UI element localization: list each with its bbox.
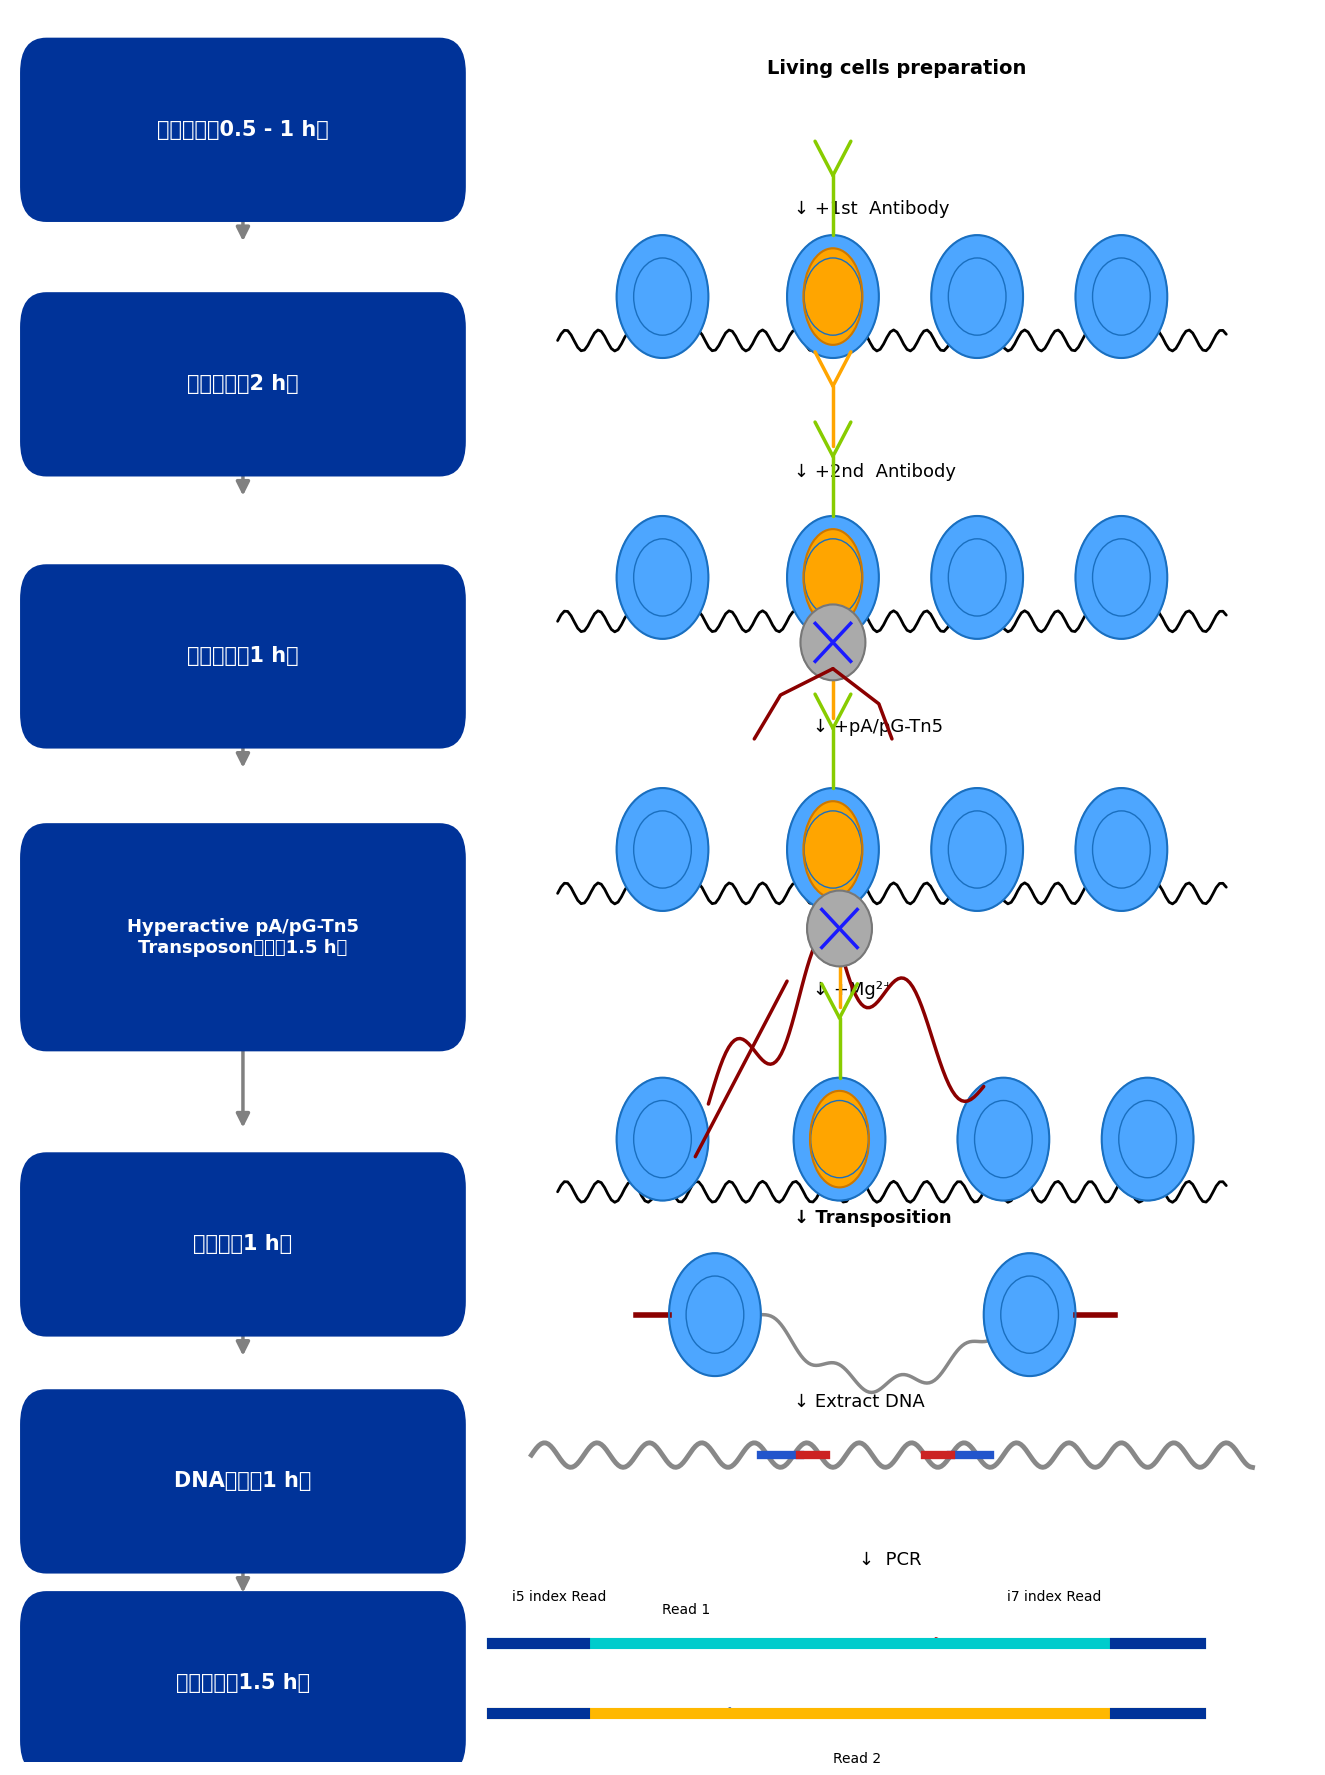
Text: ↓ +pA/pG-Tn5: ↓ +pA/pG-Tn5 — [814, 717, 943, 735]
Ellipse shape — [803, 249, 863, 344]
FancyBboxPatch shape — [20, 1590, 466, 1775]
Circle shape — [931, 788, 1023, 911]
Circle shape — [616, 234, 709, 359]
FancyBboxPatch shape — [20, 1390, 466, 1574]
Text: 片段化（1 h）: 片段化（1 h） — [193, 1234, 293, 1255]
Text: Read 1: Read 1 — [662, 1603, 710, 1617]
Text: 文库扩增（1.5 h）: 文库扩增（1.5 h） — [176, 1674, 310, 1693]
Circle shape — [1076, 234, 1167, 359]
Text: ↓ +1st  Antibody: ↓ +1st Antibody — [794, 201, 949, 218]
Text: 收集细胞（0.5 - 1 h）: 收集细胞（0.5 - 1 h） — [158, 121, 329, 140]
FancyBboxPatch shape — [20, 293, 466, 476]
Circle shape — [983, 1253, 1076, 1376]
Circle shape — [669, 1253, 761, 1376]
Circle shape — [958, 1077, 1049, 1200]
Text: i5 index Read: i5 index Read — [511, 1590, 606, 1605]
Text: ↓ Transposition: ↓ Transposition — [794, 1209, 951, 1227]
Text: Living cells preparation: Living cells preparation — [767, 59, 1027, 78]
Ellipse shape — [810, 1092, 869, 1187]
Circle shape — [1076, 788, 1167, 911]
Ellipse shape — [803, 801, 863, 898]
Circle shape — [1101, 1077, 1194, 1200]
Text: i7 index Read: i7 index Read — [1007, 1590, 1101, 1605]
Ellipse shape — [803, 529, 863, 627]
Text: 结合二抗（1 h）: 结合二抗（1 h） — [187, 646, 298, 666]
Text: Read 2: Read 2 — [833, 1752, 881, 1766]
Circle shape — [931, 517, 1023, 639]
Text: ↓  PCR: ↓ PCR — [859, 1551, 922, 1569]
Circle shape — [787, 788, 878, 911]
Ellipse shape — [800, 605, 865, 680]
Circle shape — [794, 1077, 885, 1200]
Circle shape — [1076, 517, 1167, 639]
Text: Hyperactive pA/pG-Tn5
Transposon结合（1.5 h）: Hyperactive pA/pG-Tn5 Transposon结合（1.5 h… — [127, 918, 359, 957]
Text: 结合一抗（2 h）: 结合一抗（2 h） — [187, 375, 298, 394]
Text: ↓ +2nd  Antibody: ↓ +2nd Antibody — [794, 463, 955, 481]
FancyBboxPatch shape — [20, 564, 466, 749]
Circle shape — [616, 788, 709, 911]
FancyBboxPatch shape — [20, 37, 466, 222]
FancyBboxPatch shape — [20, 1152, 466, 1337]
Ellipse shape — [807, 891, 872, 966]
Circle shape — [787, 517, 878, 639]
Text: ↓ Extract DNA: ↓ Extract DNA — [794, 1393, 925, 1411]
Text: ↓ +Mg²⁺: ↓ +Mg²⁺ — [814, 982, 893, 999]
FancyBboxPatch shape — [20, 824, 466, 1051]
Circle shape — [616, 517, 709, 639]
Text: DNA提取（1 h）: DNA提取（1 h） — [175, 1471, 311, 1491]
Circle shape — [931, 234, 1023, 359]
Circle shape — [616, 1077, 709, 1200]
Circle shape — [787, 234, 878, 359]
